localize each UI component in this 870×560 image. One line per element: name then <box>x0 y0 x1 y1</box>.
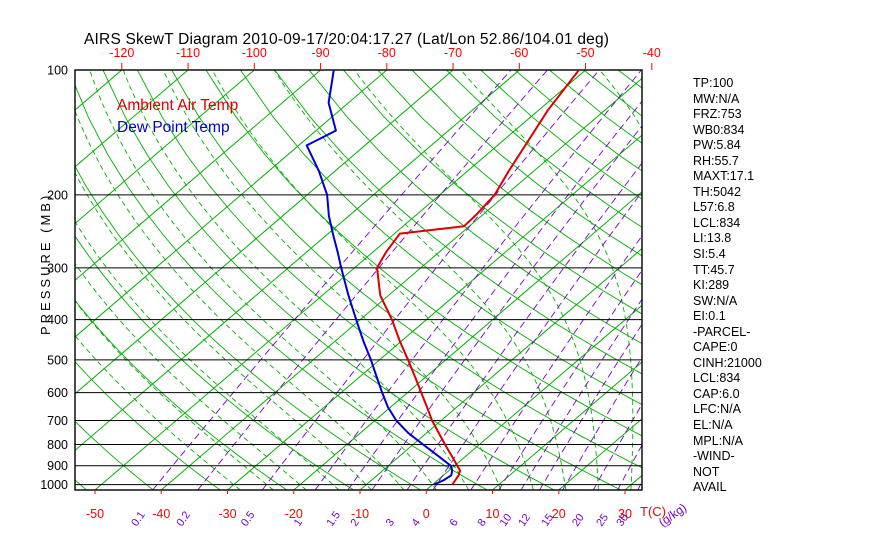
mixing-ratio-tick-label: 12 <box>516 512 533 529</box>
temperature-unit-label: T(C) <box>640 504 666 519</box>
plot-frame <box>74 69 643 491</box>
pressure-tick-label: 800 <box>47 438 68 452</box>
moist-adiabat-lines <box>75 70 642 490</box>
mixing-ratio-lines <box>152 70 642 490</box>
stats-line: RH:55.7 <box>693 153 739 168</box>
pressure-tick-label: 100 <box>47 64 68 78</box>
bottom-temperature-tick-label: -10 <box>351 507 369 521</box>
mixing-ratio-tick-label: 1.5 <box>324 509 343 528</box>
mixing-ratio-tick-label: 1 <box>292 517 305 529</box>
stats-line: MW:N/A <box>693 91 740 106</box>
stats-line: EI:0.1 <box>693 309 726 324</box>
stats-line: WB0:834 <box>693 122 745 137</box>
stats-line: MPL:N/A <box>693 433 744 448</box>
mixing-ratio-tick-label: 3 <box>384 517 397 529</box>
bottom-temperature-tick-label: -40 <box>152 507 170 521</box>
legend-ambient-air-temp: Ambient Air Temp <box>117 97 239 114</box>
bottom-temperature-tick-label: 0 <box>423 507 430 521</box>
dry-adiabat-lines <box>75 70 642 490</box>
mixing-ratio-tick-label: 30 <box>614 512 631 529</box>
pressure-tick-label: 200 <box>47 188 68 202</box>
mixing-ratio-tick-label: 20 <box>570 512 587 529</box>
top-temperature-tick-label: -70 <box>444 46 462 60</box>
top-temperature-tick-label: -100 <box>242 46 267 60</box>
stats-line: FRZ:753 <box>693 107 742 122</box>
mixing-ratio-tick-label: 8 <box>475 517 488 529</box>
pressure-tick-label: 300 <box>47 261 68 275</box>
stats-line: LI:13.8 <box>693 231 732 246</box>
mixing-ratio-tick-label: 4 <box>410 517 423 529</box>
mixing-ratio-tick-label: 2 <box>349 517 362 529</box>
stats-line: AVAIL <box>693 480 727 495</box>
stats-line: CINH:21000 <box>693 355 762 370</box>
stats-line: LCL:834 <box>693 371 741 386</box>
bottom-temperature-axis: -50 -40 -30 -20 -10 0 10 20 30 <box>86 490 632 521</box>
stats-line: EL:N/A <box>693 418 733 433</box>
legend-dew-point-temp: Dew Point Temp <box>117 119 230 136</box>
stats-line: CAPE:0 <box>693 340 738 355</box>
top-temperature-tick-label: -110 <box>176 46 200 60</box>
top-temperature-tick-label: -60 <box>510 46 528 60</box>
page-title: AIRS SkewT Diagram 2010-09-17/20:04:17.2… <box>84 31 610 48</box>
top-temperature-tick-label: -80 <box>378 46 396 60</box>
pressure-tick-label: 500 <box>47 353 68 367</box>
mixing-ratio-tick-label: 6 <box>448 517 461 529</box>
stats-line: TP:100 <box>693 76 734 90</box>
pressure-tick-label: 1000 <box>40 478 68 492</box>
stats-line: TT:45.7 <box>693 262 735 277</box>
dew-point-temp-trace <box>305 70 454 486</box>
mixing-ratio-tick-label: 0.5 <box>239 509 258 528</box>
top-temperature-tick-label: -90 <box>312 46 330 60</box>
stats-line: PW:5.84 <box>693 138 741 153</box>
bottom-temperature-tick-label: -50 <box>86 507 104 521</box>
bottom-temperature-tick-label: -20 <box>285 507 303 521</box>
top-temperature-tick-label: -50 <box>577 46 595 60</box>
pressure-axis-label: PRESSURE (MB) <box>38 192 53 335</box>
stats-line: LCL:834 <box>693 215 741 230</box>
stats-line: LFC:N/A <box>693 402 741 417</box>
mixing-ratio-tick-label: 10 <box>498 512 515 529</box>
pressure-tick-label: 900 <box>47 459 68 473</box>
stats-line: TH:5042 <box>693 184 741 199</box>
sounding-traces <box>305 70 580 486</box>
top-temperature-tick-label: -40 <box>643 46 661 60</box>
bottom-temperature-tick-label: 20 <box>552 507 566 521</box>
stats-line: L57:6.8 <box>693 200 735 215</box>
stats-line: CAP:6.0 <box>693 386 740 401</box>
sounding-stats-panel: TP:100 MW:N/A FRZ:753 WB0:834 PW:5.84 RH:55.7… <box>693 76 762 496</box>
pressure-tick-label: 700 <box>47 414 68 428</box>
pressure-tick-label: 400 <box>47 313 68 327</box>
stats-line: MAXT:17.1 <box>693 169 755 184</box>
mixing-ratio-tick-label: 15 <box>539 512 556 529</box>
bottom-temperature-tick-label: -30 <box>218 507 236 521</box>
top-temperature-tick-label: -120 <box>109 46 134 60</box>
pressure-tick-label: 600 <box>47 386 68 400</box>
ambient-air-temp-trace <box>376 70 580 486</box>
stats-line: -WIND- <box>693 449 735 464</box>
bottom-temperature-tick-label: 30 <box>618 507 632 521</box>
mixing-ratio-tick-label: 0.1 <box>129 509 148 528</box>
stats-line: SW:N/A <box>693 293 738 308</box>
mixing-ratio-tick-label: 0.2 <box>174 509 193 528</box>
stats-line: NOT <box>693 464 720 479</box>
stats-line: SI:5.4 <box>693 247 726 262</box>
stats-line: -PARCEL- <box>693 324 751 339</box>
mixing-ratio-tick-label: 25 <box>594 512 611 529</box>
stats-line: KI:289 <box>693 278 730 293</box>
top-temperature-axis: -120 -110 -100 -90 -80 -70 -60 -50 -40 <box>109 46 661 70</box>
bottom-temperature-tick-label: 10 <box>486 507 500 521</box>
